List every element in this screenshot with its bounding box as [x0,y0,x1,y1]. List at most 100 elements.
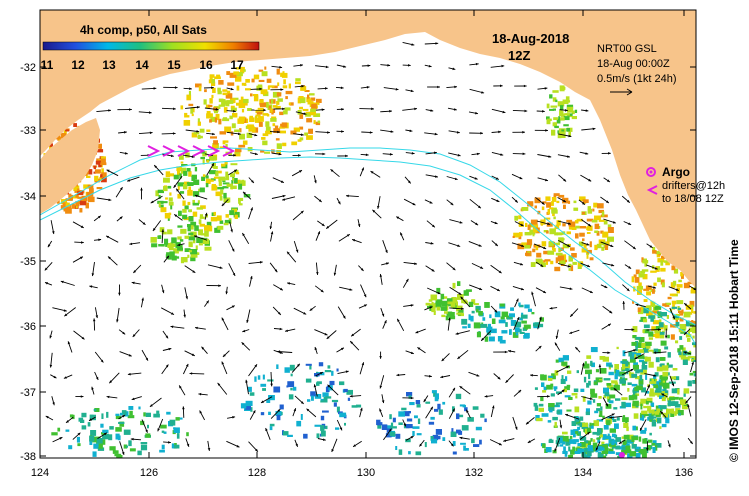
current-vector [265,427,271,440]
sst-pixel [258,121,263,127]
current-vector [489,439,502,446]
sst-pixel [543,217,551,220]
sst-pixel [446,298,453,302]
sst-pixel [563,116,570,121]
current-vector [149,397,162,408]
sst-pixel [562,197,569,204]
sst-pixel [489,314,492,319]
sst-pixel [177,236,182,240]
sst-pixel [94,169,101,174]
sst-pixel [649,381,657,384]
sst-pixel [692,380,696,384]
sst-pixel [577,266,582,269]
y-tick-label: -32 [20,62,36,74]
sst-pixel [226,71,231,75]
sst-pixel [635,336,641,340]
current-vector [221,199,229,207]
sst-pixel [456,312,463,315]
sst-pixel [608,448,614,453]
sst-pixel [593,439,596,443]
current-vector [556,365,570,373]
sst-pixel [565,440,569,446]
sst-pixel [125,445,128,448]
sst-pixel [527,308,532,312]
current-vector [424,374,432,378]
sst-pixel [159,204,164,208]
current-vector [581,127,596,131]
sst-pixel [507,317,513,320]
current-vector [63,374,73,379]
current-vector [602,262,615,267]
current-vector [160,307,175,315]
sst-pixel [662,380,665,384]
sst-pixel [188,250,192,253]
current-vector [491,240,499,247]
sst-pixel [643,347,649,353]
sst-pixel [635,269,640,275]
sst-pixel [275,411,282,416]
sst-pixel [609,443,616,447]
sst-pixel [454,301,458,306]
sst-pixel [555,257,559,264]
sst-pixel [309,112,316,116]
sst-pixel [339,381,345,386]
current-vector [314,285,324,293]
current-vector [664,328,668,339]
current-vector [405,435,414,441]
sst-pixel [65,204,72,211]
sst-pixel [551,197,557,202]
sst-pixel [325,386,330,393]
current-vector [327,384,339,396]
sst-pixel [356,404,362,408]
sst-pixel [281,122,288,128]
sst-pixel [408,451,411,455]
x-tick-label: 128 [248,467,266,479]
current-vector [292,154,301,157]
sst-pixel [592,399,596,403]
current-vector [248,261,263,264]
sst-pixel [276,150,281,154]
current-vector [460,296,471,308]
sst-pixel [658,319,662,325]
current-vector [377,196,381,209]
sst-pixel [216,215,222,221]
current-vector [226,87,234,91]
sst-pixel [223,192,227,199]
sst-pixel [279,111,284,116]
sst-pixel [106,411,109,418]
sst-pixel [196,252,200,255]
sst-pixel [467,323,471,328]
sst-pixel [183,120,191,126]
sst-pixel [602,368,606,371]
sst-pixel [700,322,704,327]
current-vector [270,88,284,91]
sst-pixel [646,445,651,451]
current-vector [170,325,185,329]
sst-pixel [640,403,643,410]
sst-pixel [65,202,70,207]
sst-pixel [177,182,185,187]
sst-pixel [634,354,637,359]
sst-pixel [651,301,656,307]
sst-pixel [574,416,579,419]
sst-pixel [81,425,87,430]
sst-pixel [596,419,603,422]
current-vector [138,131,153,135]
current-vector [382,320,387,329]
current-vector [449,307,464,310]
current-vector [618,439,626,445]
current-vector [273,284,284,291]
sst-pixel [679,336,683,340]
sst-pixel [702,302,708,307]
current-vector [269,221,273,230]
sst-pixel [648,413,654,419]
sst-pixel [518,302,521,307]
current-vector [514,298,519,308]
sst-pixel [186,182,194,186]
current-vector [173,175,183,189]
sst-pixel [205,214,208,218]
current-vector [361,64,371,67]
sst-pixel [642,438,647,444]
sst-pixel [290,130,297,135]
sst-pixel [285,96,288,100]
